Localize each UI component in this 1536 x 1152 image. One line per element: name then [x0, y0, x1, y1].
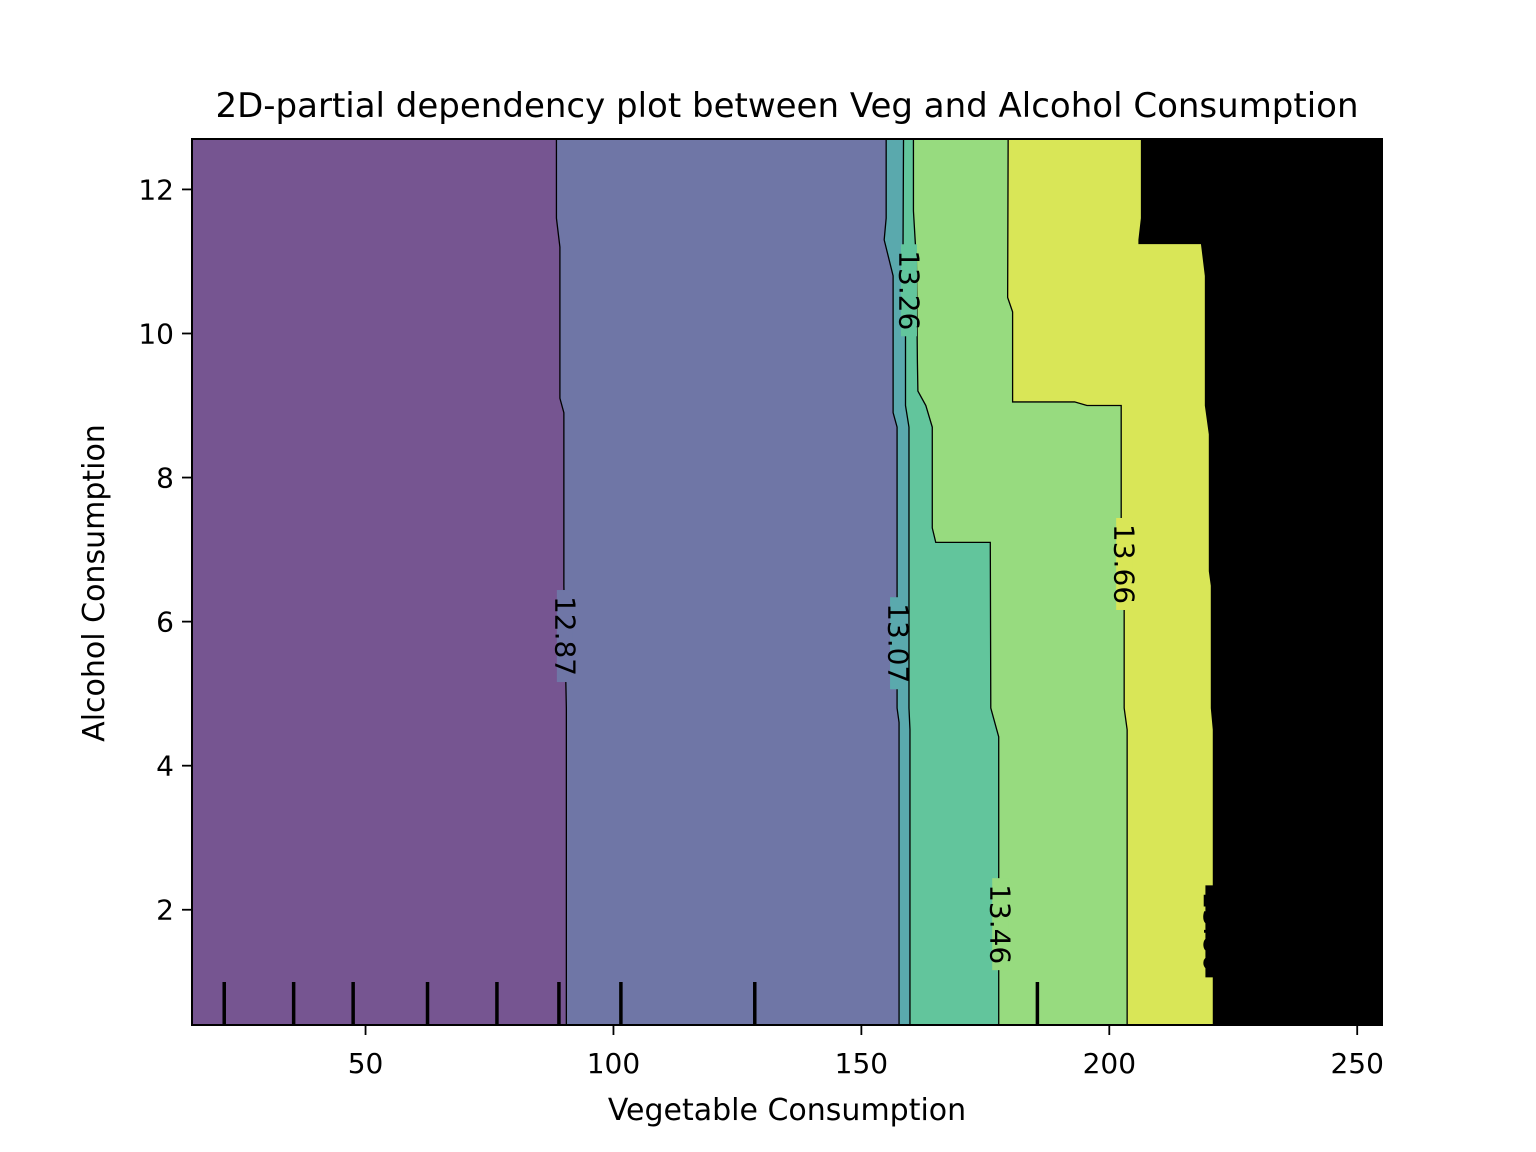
x-tick-label: 50 — [348, 1047, 384, 1080]
y-axis-label: Alcohol Consumption — [77, 424, 112, 742]
contour-line-13.86 — [1138, 139, 1215, 1025]
contour-label-13.26: 13.26 — [892, 250, 925, 330]
plot-area: 12.87 13.07 13.26 13.46 13.66 13.86 — [191, 138, 1383, 1026]
y-tick-label: 8 — [156, 462, 174, 495]
x-tick-label: 200 — [1083, 1047, 1136, 1080]
x-tick-label: 150 — [835, 1047, 888, 1080]
contour-label-gap — [1116, 517, 1133, 610]
contour-label-13.07: 13.07 — [882, 603, 915, 683]
y-tick-label: 10 — [138, 317, 174, 350]
contour-label-13.66: 13.66 — [1108, 524, 1141, 604]
region-6 — [1139, 139, 1382, 1025]
y-tick-label: 2 — [156, 894, 174, 927]
plot-frame — [191, 138, 1383, 1026]
contour-label-gap — [890, 597, 907, 690]
x-tick-label: 100 — [587, 1047, 640, 1080]
x-tick-label: 250 — [1330, 1047, 1383, 1080]
contour-line-13.07 — [883, 139, 900, 1025]
contour-label-gap — [556, 590, 573, 683]
contour-label-gap — [992, 878, 1009, 971]
y-tick-label: 4 — [156, 750, 174, 783]
contour-label-13.86: 13.86 — [1197, 891, 1230, 971]
contour-line-13.66 — [1006, 138, 1128, 1025]
axis-ticks: 50 100 150 200 250 2 4 6 8 10 12 — [138, 173, 1384, 1080]
contour-label-gap — [900, 244, 917, 337]
x-axis-label: Vegetable Consumption — [608, 1093, 966, 1128]
contour-label-gap — [1205, 885, 1222, 978]
contour-label-12.87: 12.87 — [548, 596, 581, 676]
y-tick-label: 6 — [156, 606, 174, 639]
contour-label-13.46: 13.46 — [984, 884, 1017, 964]
contour-line-12.87 — [555, 139, 568, 1025]
y-tick-label: 12 — [138, 173, 174, 206]
chart-title: 2D-partial dependency plot between Veg a… — [215, 86, 1358, 126]
